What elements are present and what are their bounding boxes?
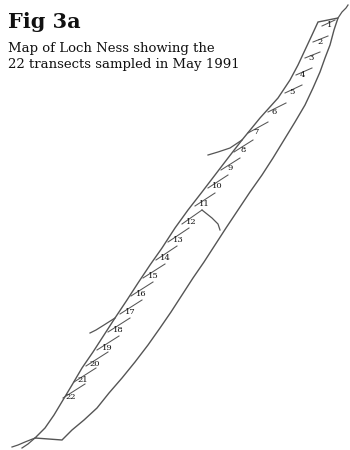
Text: 3: 3 bbox=[308, 54, 314, 62]
Text: 7: 7 bbox=[253, 128, 259, 136]
Text: 2: 2 bbox=[317, 38, 323, 46]
Text: 22: 22 bbox=[66, 393, 76, 401]
Text: 14: 14 bbox=[160, 254, 170, 262]
Text: 21: 21 bbox=[78, 376, 88, 384]
Polygon shape bbox=[35, 18, 338, 440]
Text: 4: 4 bbox=[299, 71, 305, 79]
Text: 10: 10 bbox=[212, 182, 222, 190]
Text: 6: 6 bbox=[271, 108, 276, 116]
Text: 17: 17 bbox=[125, 308, 135, 316]
Text: 19: 19 bbox=[102, 344, 112, 352]
Text: 16: 16 bbox=[136, 290, 146, 298]
Text: 12: 12 bbox=[186, 218, 196, 226]
Text: Map of Loch Ness showing the: Map of Loch Ness showing the bbox=[8, 42, 215, 55]
Text: 11: 11 bbox=[199, 200, 209, 208]
Text: 22 transects sampled in May 1991: 22 transects sampled in May 1991 bbox=[8, 58, 240, 71]
Text: 15: 15 bbox=[148, 272, 158, 280]
Text: 18: 18 bbox=[113, 326, 123, 334]
Text: Fig 3a: Fig 3a bbox=[8, 12, 80, 32]
Text: 1: 1 bbox=[327, 21, 333, 29]
Text: 5: 5 bbox=[289, 88, 295, 96]
Text: 13: 13 bbox=[173, 236, 183, 244]
Text: 20: 20 bbox=[90, 360, 100, 368]
Text: 9: 9 bbox=[227, 164, 233, 172]
Text: 8: 8 bbox=[240, 146, 246, 154]
